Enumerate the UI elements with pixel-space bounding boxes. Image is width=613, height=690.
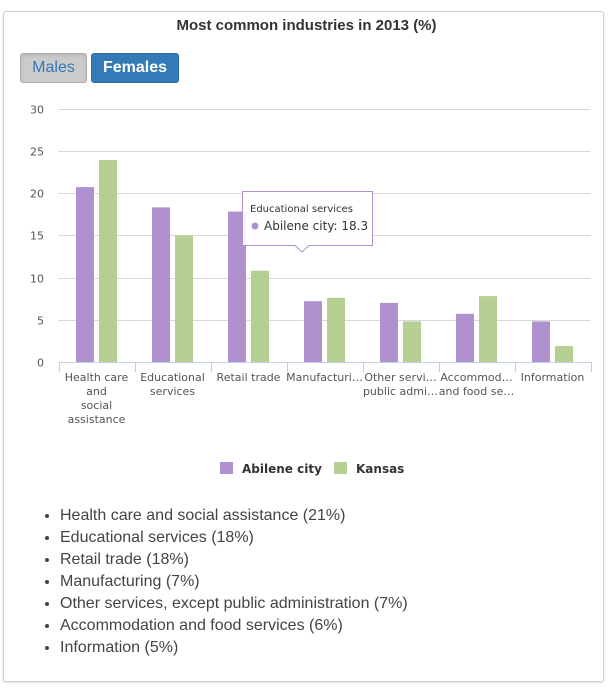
x-tick-label-line: services bbox=[150, 385, 195, 398]
bar-kansas[interactable] bbox=[479, 296, 497, 362]
tooltip-value: Abilene city: 18.3 bbox=[264, 219, 368, 233]
bar-abilene[interactable] bbox=[380, 302, 398, 362]
y-tick-label: 15 bbox=[30, 230, 44, 243]
y-tick-label: 10 bbox=[30, 273, 44, 286]
chart-title: Most common industries in 2013 (%) bbox=[176, 17, 437, 34]
bar-abilene[interactable] bbox=[532, 321, 550, 362]
bar-chart: 0 5 10 15 20 25 30 Health care and social assista… bbox=[30, 104, 592, 476]
x-tick-label-line: Manufacturi… bbox=[286, 371, 363, 384]
y-axis-ticks: 0 5 10 15 20 25 30 bbox=[30, 104, 44, 370]
bar-kansas[interactable] bbox=[99, 160, 117, 362]
tooltip-series-dot bbox=[251, 222, 259, 230]
tooltip-box bbox=[242, 191, 373, 253]
summary-list-item: Manufacturing (7%) bbox=[60, 571, 408, 593]
x-tick-label-line: Educational bbox=[140, 371, 205, 384]
x-tick-label: Manufacturi… bbox=[286, 371, 363, 384]
bar-kansas[interactable] bbox=[175, 235, 193, 363]
bar-kansas[interactable] bbox=[403, 321, 421, 362]
bar-abilene[interactable] bbox=[304, 301, 322, 362]
bar-abilene[interactable] bbox=[228, 211, 246, 362]
bar-kansas[interactable] bbox=[251, 270, 269, 362]
x-tick-label: Educational services bbox=[140, 371, 205, 398]
legend-label-abilene[interactable]: Abilene city bbox=[242, 462, 322, 476]
bar-abilene[interactable] bbox=[456, 313, 474, 362]
bars bbox=[76, 160, 573, 363]
legend-swatch-abilene[interactable] bbox=[220, 462, 233, 474]
y-tick-label: 25 bbox=[30, 146, 44, 159]
summary-list-item: Educational services (18%) bbox=[60, 527, 408, 549]
summary-list-item: Retail trade (18%) bbox=[60, 549, 408, 571]
y-tick-label: 0 bbox=[37, 357, 44, 370]
x-tick-label: Information bbox=[521, 371, 585, 384]
bar-abilene[interactable] bbox=[152, 207, 170, 362]
summary-list-item: Health care and social assistance (21%) bbox=[60, 505, 408, 527]
tooltip: Educational services Abilene city: 18.3 bbox=[242, 191, 373, 253]
summary-list-item: Other services, except public administra… bbox=[60, 593, 408, 615]
summary-list-item: Accommodation and food services (6%) bbox=[60, 615, 408, 637]
legend-label-kansas[interactable]: Kansas bbox=[356, 462, 404, 476]
x-tick-label: Other servi… public admi… bbox=[363, 371, 438, 398]
x-tick-label-line: Health care bbox=[65, 371, 129, 384]
legend: Abilene city Kansas bbox=[220, 462, 404, 476]
x-tick-label-line: public admi… bbox=[363, 385, 438, 398]
x-tick-label: Health care and social assistance bbox=[65, 371, 129, 426]
x-tick-label-line: Information bbox=[521, 371, 585, 384]
x-tick-label-line: social bbox=[81, 399, 112, 412]
y-tick-label: 30 bbox=[30, 104, 44, 117]
y-tick-label: 20 bbox=[30, 188, 44, 201]
summary-list-item: Information (5%) bbox=[60, 637, 408, 659]
x-tick-label-line: Other servi… bbox=[364, 371, 436, 384]
legend-swatch-kansas[interactable] bbox=[334, 462, 347, 474]
x-tick-label-line: and bbox=[86, 385, 107, 398]
x-tick-label: Accommod… and food se… bbox=[439, 371, 515, 398]
females-button[interactable]: Females bbox=[91, 53, 179, 83]
x-tick-label-line: assistance bbox=[68, 413, 126, 426]
bar-abilene[interactable] bbox=[76, 187, 94, 362]
x-tick-label-line: Retail trade bbox=[217, 371, 281, 384]
industry-summary-list: Health care and social assistance (21%)E… bbox=[38, 505, 408, 659]
males-button[interactable]: Males bbox=[20, 53, 87, 83]
x-tick-label-line: and food se… bbox=[439, 385, 515, 398]
y-tick-label: 5 bbox=[37, 315, 44, 328]
x-axis: Health care and social assistance Educationa… bbox=[58, 362, 592, 426]
x-tick-label-line: Accommod… bbox=[440, 371, 512, 384]
x-tick-label: Retail trade bbox=[217, 371, 281, 384]
tooltip-header: Educational services bbox=[250, 204, 353, 215]
bar-kansas[interactable] bbox=[327, 297, 345, 362]
bar-kansas[interactable] bbox=[555, 345, 573, 362]
